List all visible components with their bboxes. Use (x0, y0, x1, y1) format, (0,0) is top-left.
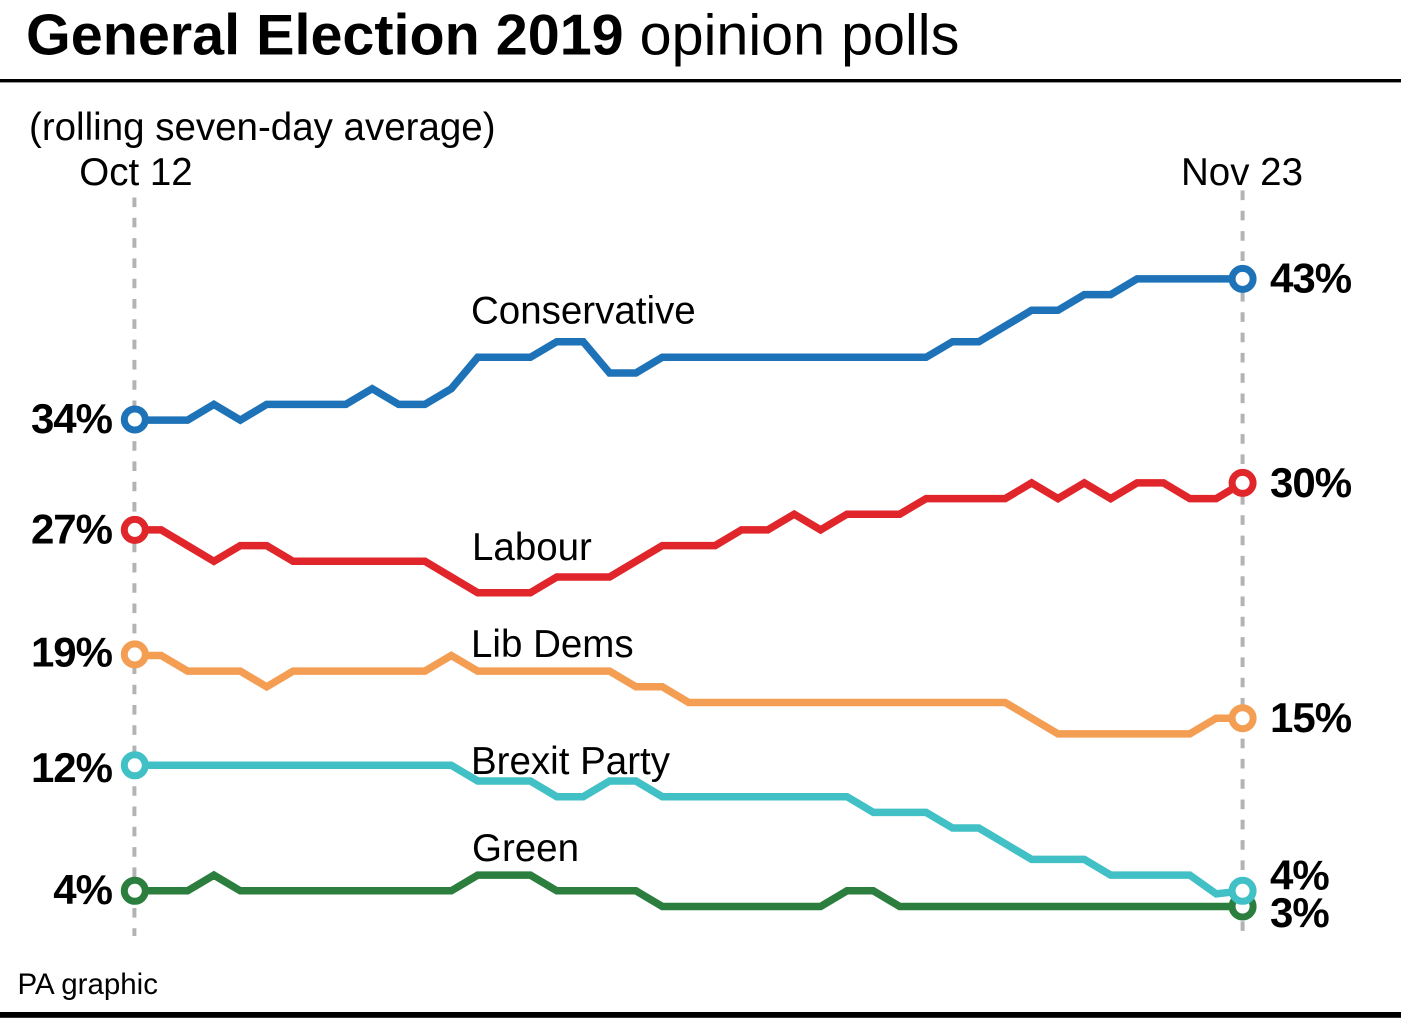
svg-text:Oct 12: Oct 12 (79, 151, 192, 194)
svg-text:Brexit Party: Brexit Party (471, 740, 671, 783)
svg-text:19%: 19% (31, 629, 113, 676)
svg-text:(rolling seven-day average): (rolling seven-day average) (29, 106, 496, 149)
svg-text:12%: 12% (31, 744, 113, 791)
svg-text:Labour: Labour (472, 526, 592, 569)
svg-text:27%: 27% (31, 506, 113, 553)
svg-text:Green: Green (472, 827, 579, 870)
svg-text:Lib Dems: Lib Dems (471, 623, 634, 666)
svg-text:4%: 4% (53, 866, 112, 913)
svg-text:General Election 2019 opinion: General Election 2019 opinion polls (26, 4, 959, 68)
svg-text:Conservative: Conservative (471, 290, 696, 333)
svg-text:PA graphic: PA graphic (18, 968, 159, 1001)
svg-text:Nov 23: Nov 23 (1181, 151, 1303, 194)
svg-text:4%: 4% (1270, 852, 1329, 899)
svg-text:43%: 43% (1270, 255, 1352, 302)
svg-text:30%: 30% (1270, 459, 1352, 506)
svg-text:3%: 3% (1270, 889, 1329, 936)
svg-text:34%: 34% (31, 395, 113, 442)
svg-text:15%: 15% (1270, 694, 1352, 741)
